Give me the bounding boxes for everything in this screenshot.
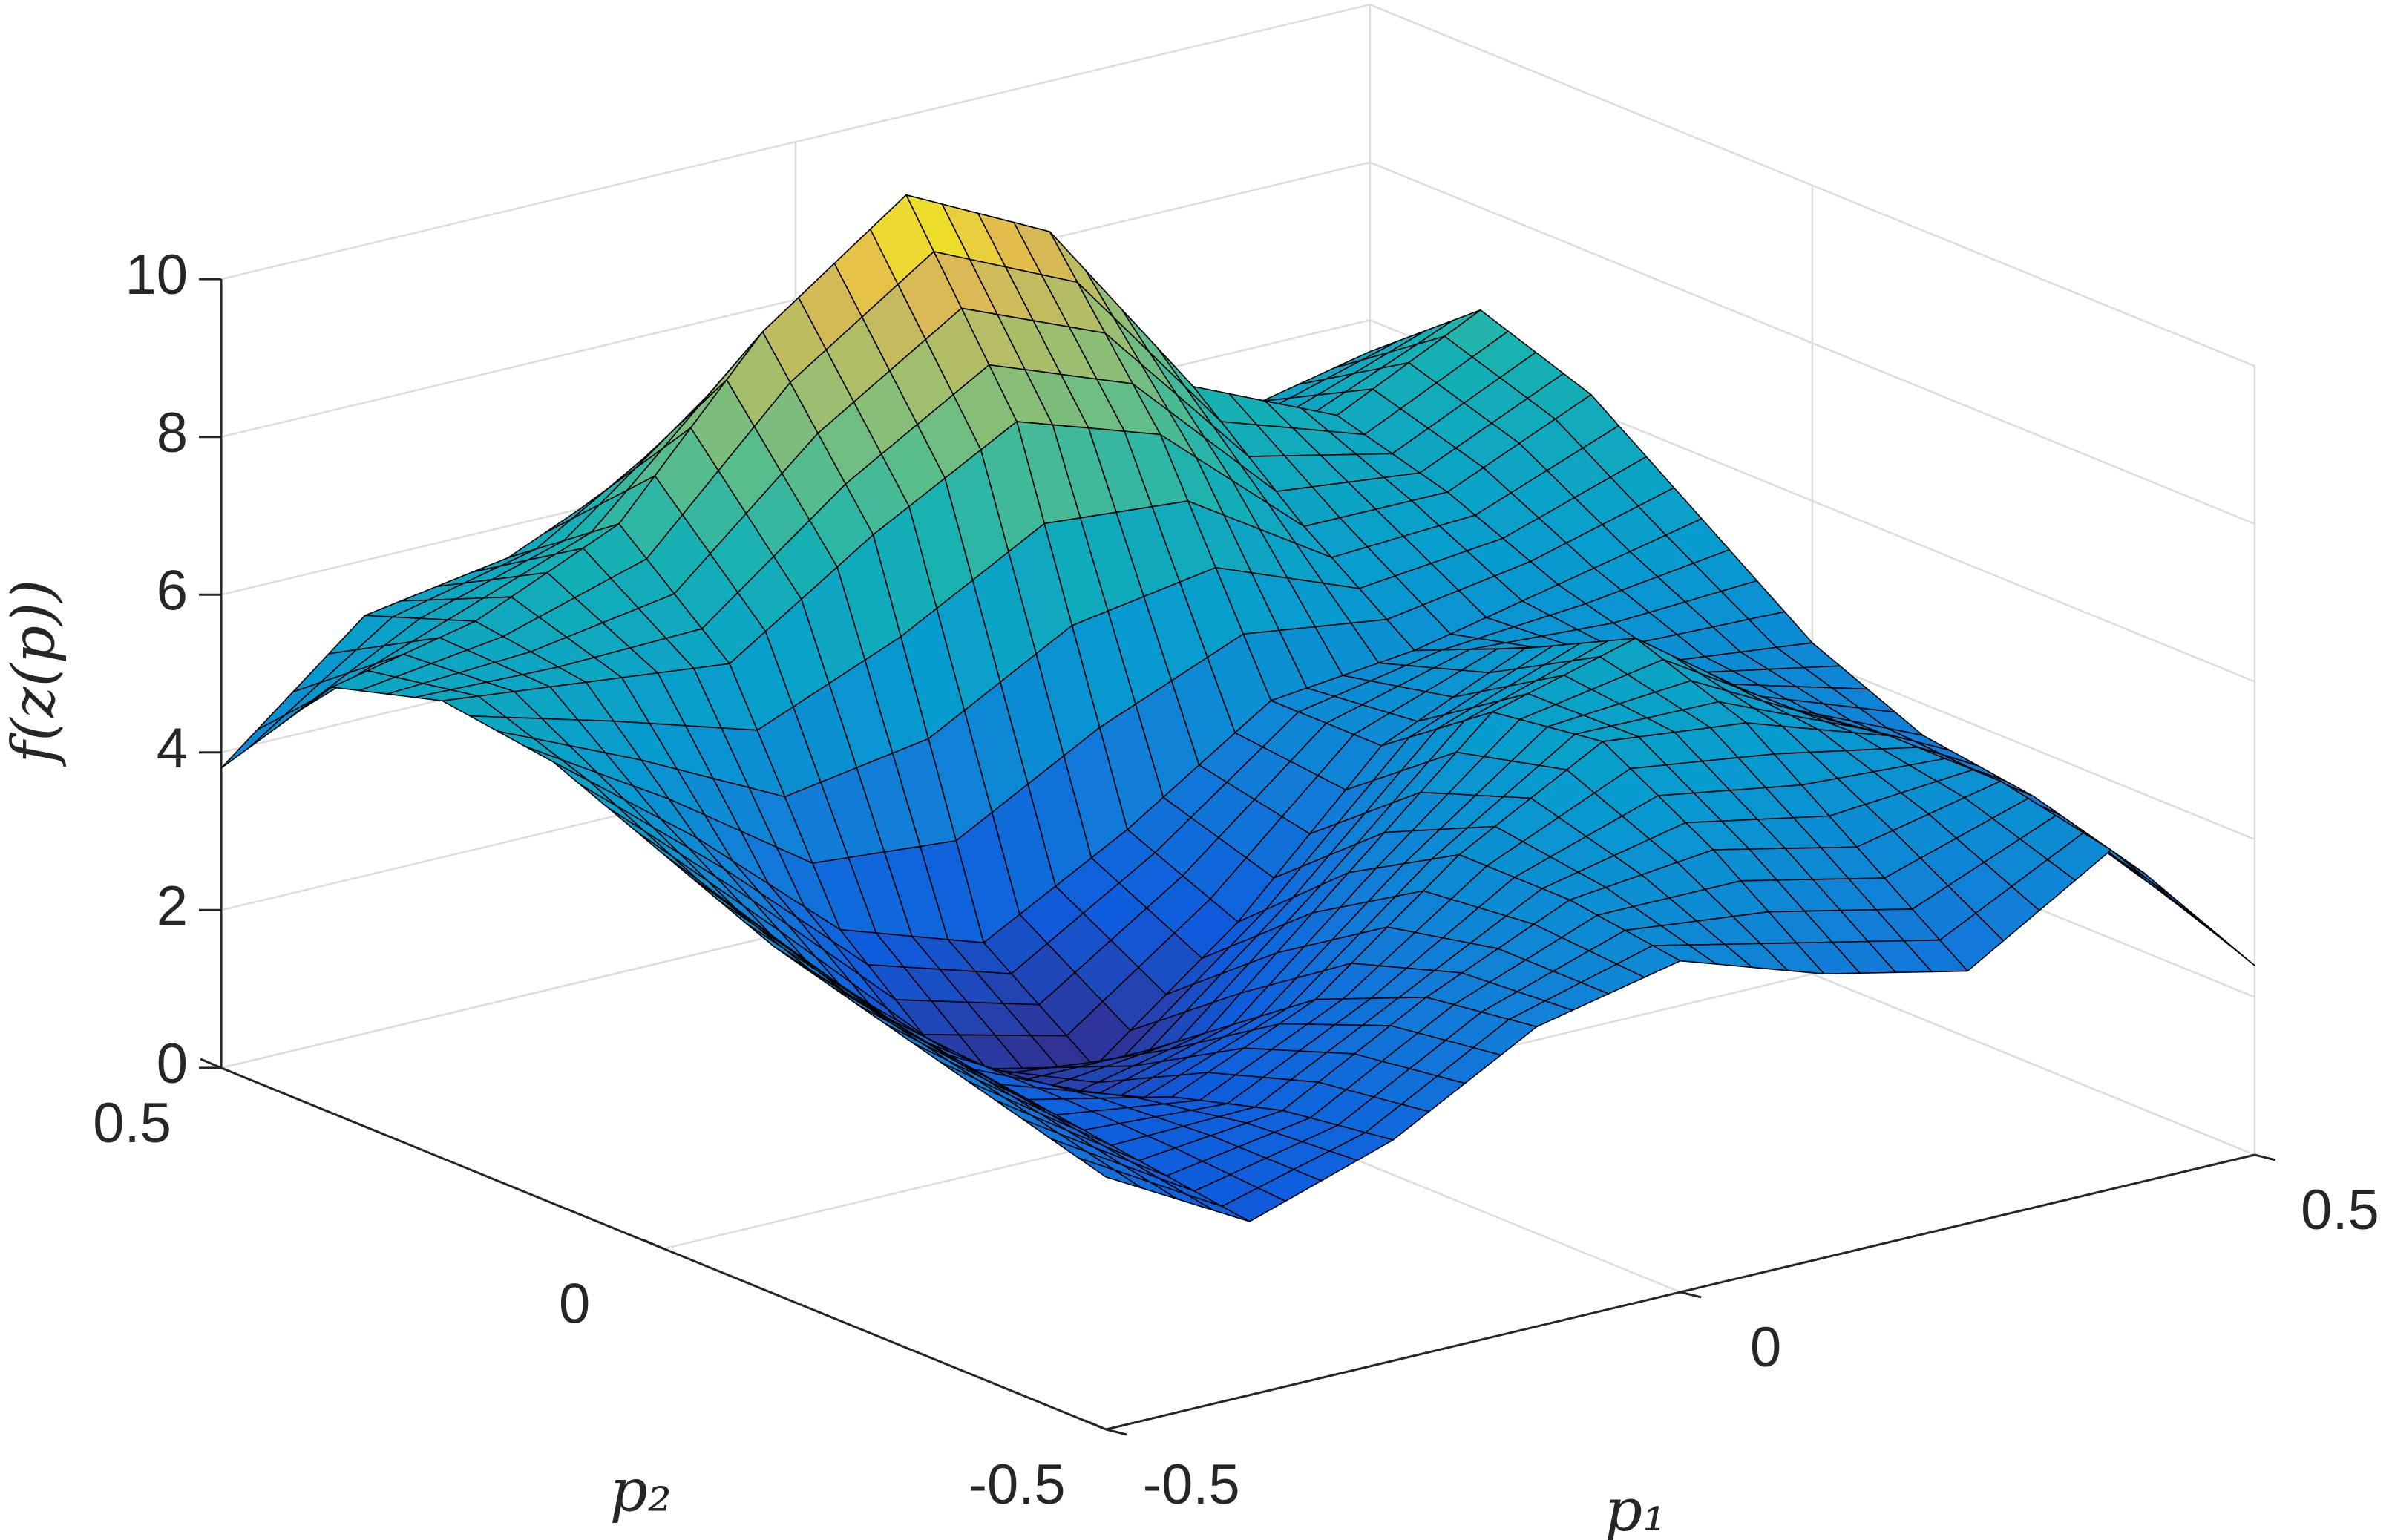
y-tick-label: -0.5: [969, 1453, 1066, 1516]
x-tick: [1105, 1428, 1127, 1436]
z-tick-label: 2: [157, 874, 188, 937]
z-tick-label: 8: [157, 402, 188, 465]
z-tick-label: 6: [157, 559, 188, 622]
x-tick: [2254, 1153, 2276, 1161]
x-axis-label: p₁: [1605, 1475, 1666, 1540]
z-tick-label: 4: [157, 717, 188, 780]
z-tick-label: 0: [157, 1032, 188, 1095]
surface: [220, 194, 2255, 1222]
y-tick: [1084, 1419, 1107, 1431]
y-tick: [642, 1239, 664, 1250]
y-axis-label: p₂: [610, 1455, 672, 1524]
y-tick-label: 0: [559, 1272, 590, 1335]
x-tick: [1680, 1291, 1702, 1299]
y-tick-label: 0.5: [93, 1092, 171, 1155]
z-axis-label: f(z(p)): [0, 580, 68, 767]
grid-line: [220, 3, 2255, 367]
surface-patch: [256, 681, 321, 731]
grid-line: [663, 185, 1814, 1250]
x-tick-label: 0: [1750, 1316, 1781, 1379]
x-tick-label: -0.5: [1143, 1453, 1240, 1516]
surface-patch: [1078, 1157, 1143, 1189]
y-tick: [200, 1058, 222, 1069]
z-tick-label: 10: [125, 243, 188, 307]
x-tick-label: 0.5: [2301, 1179, 2379, 1242]
